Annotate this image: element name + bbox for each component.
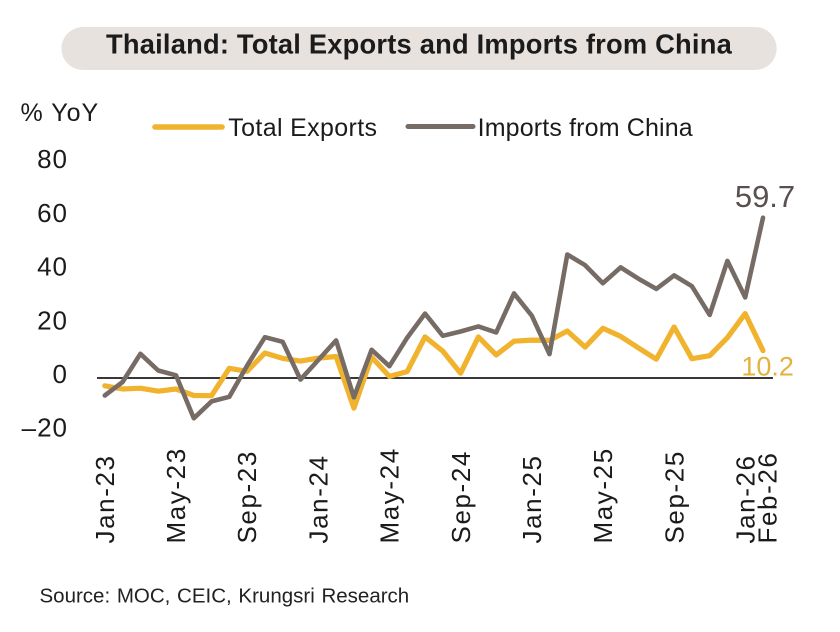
svg-text:59.7: 59.7 — [735, 179, 795, 214]
svg-text:Sep-24: Sep-24 — [446, 450, 476, 543]
svg-text:Imports from China: Imports from China — [478, 114, 693, 142]
svg-text:Feb-26: Feb-26 — [753, 452, 783, 544]
svg-text:40: 40 — [37, 252, 68, 282]
svg-text:May-23: May-23 — [161, 447, 191, 543]
svg-text:Jan-25: Jan-25 — [517, 454, 547, 543]
svg-text:May-25: May-25 — [588, 447, 618, 543]
svg-text:–20: –20 — [22, 413, 68, 443]
svg-text:Sep-25: Sep-25 — [659, 450, 689, 543]
svg-text:Thailand: Total Exports and Im: Thailand: Total Exports and Imports from… — [106, 29, 733, 60]
svg-text:Total Exports: Total Exports — [228, 114, 377, 142]
svg-text:0: 0 — [53, 359, 68, 389]
svg-text:60: 60 — [37, 198, 68, 228]
svg-text:% YoY: % YoY — [21, 99, 100, 127]
svg-text:Jan-24: Jan-24 — [303, 454, 333, 543]
svg-text:Source: MOC, CEIC, Krungsri Re: Source: MOC, CEIC, Krungsri Research — [40, 584, 410, 607]
svg-text:Jan-23: Jan-23 — [90, 454, 120, 543]
svg-text:80: 80 — [37, 144, 68, 174]
svg-text:10.2: 10.2 — [741, 351, 794, 381]
svg-text:20: 20 — [37, 305, 68, 335]
svg-text:Jan-26: Jan-26 — [731, 454, 761, 543]
svg-text:Sep-23: Sep-23 — [232, 450, 262, 543]
svg-text:May-24: May-24 — [375, 447, 405, 543]
